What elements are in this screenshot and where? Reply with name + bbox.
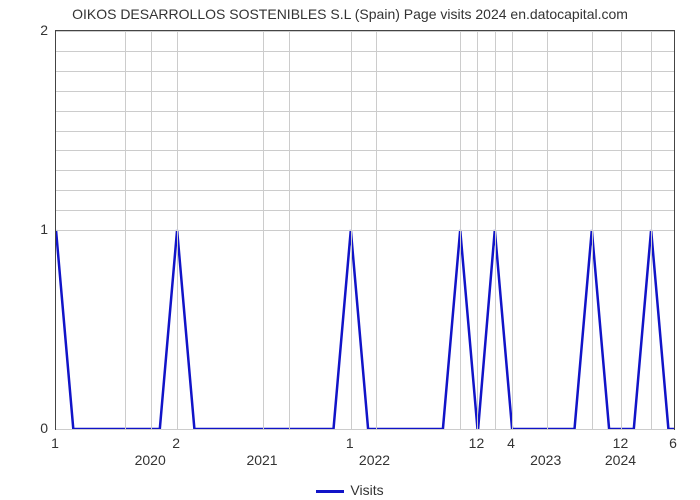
grid-v	[495, 31, 496, 429]
grid-v	[125, 31, 126, 429]
x-tick-label: 12	[613, 435, 629, 451]
grid-h	[56, 31, 674, 32]
grid-v	[263, 31, 264, 429]
grid-v	[477, 31, 478, 429]
grid-h-minor	[56, 91, 674, 92]
grid-v	[289, 31, 290, 429]
legend-label: Visits	[350, 482, 383, 498]
grid-v	[351, 31, 352, 429]
grid-h-minor	[56, 210, 674, 211]
grid-h-minor	[56, 190, 674, 191]
x-tick-label: 6	[669, 435, 677, 451]
x-year-label: 2022	[359, 452, 390, 468]
x-year-label: 2021	[246, 452, 277, 468]
x-tick-label: 4	[507, 435, 515, 451]
grid-v	[151, 31, 152, 429]
grid-h-minor	[56, 71, 674, 72]
grid-h-minor	[56, 131, 674, 132]
grid-v	[512, 31, 513, 429]
grid-v	[460, 31, 461, 429]
visits-line	[56, 230, 674, 429]
grid-v	[547, 31, 548, 429]
grid-v	[621, 31, 622, 429]
y-tick-label: 1	[0, 221, 48, 237]
y-tick-label: 2	[0, 22, 48, 38]
y-tick-label: 0	[0, 420, 48, 436]
x-tick-label: 12	[469, 435, 485, 451]
grid-h-minor	[56, 111, 674, 112]
grid-v	[651, 31, 652, 429]
grid-v	[177, 31, 178, 429]
legend-swatch	[316, 490, 344, 493]
grid-h	[56, 230, 674, 231]
x-year-label: 2023	[530, 452, 561, 468]
plot-area	[55, 30, 675, 430]
x-year-label: 2024	[605, 452, 636, 468]
x-tick-label: 1	[51, 435, 59, 451]
grid-h-minor	[56, 170, 674, 171]
grid-h-minor	[56, 150, 674, 151]
grid-v	[592, 31, 593, 429]
chart-container: { "chart": { "type": "line", "title": "O…	[0, 0, 700, 500]
legend: Visits	[0, 482, 700, 498]
x-tick-label: 1	[346, 435, 354, 451]
x-tick-label: 2	[172, 435, 180, 451]
x-year-label: 2020	[135, 452, 166, 468]
chart-title: OIKOS DESARROLLOS SOSTENIBLES S.L (Spain…	[0, 6, 700, 22]
grid-v	[376, 31, 377, 429]
grid-h	[56, 429, 674, 430]
grid-h-minor	[56, 51, 674, 52]
